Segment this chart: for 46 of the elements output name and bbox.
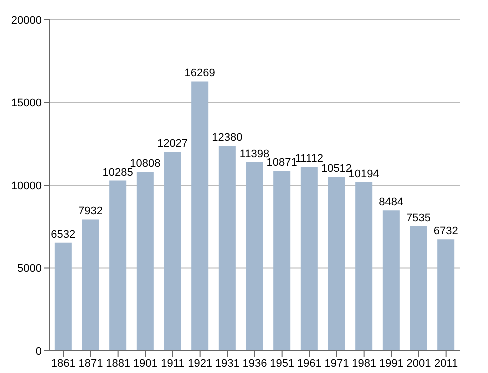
- bar: [328, 177, 346, 351]
- data-label: 8484: [379, 196, 404, 209]
- data-label: 12380: [212, 132, 243, 144]
- x-tick-label: 1911: [161, 358, 185, 370]
- x-tick-label: 1971: [324, 358, 350, 370]
- bar: [164, 152, 182, 351]
- data-label: 10512: [321, 163, 352, 176]
- bar: [82, 220, 100, 351]
- x-tick-label: 1936: [242, 358, 268, 370]
- x-tick-label: 1981: [352, 358, 377, 370]
- x-tick-label: 1901: [133, 358, 158, 370]
- x-tick-label: 1991: [379, 358, 404, 370]
- x-tick-label: 1921: [188, 358, 213, 370]
- x-tick-label: 2011: [434, 358, 458, 370]
- data-label: 16269: [184, 68, 216, 80]
- data-label: 6532: [51, 228, 76, 241]
- x-tick-label: 1931: [215, 358, 240, 370]
- x-tick-label: 1951: [270, 358, 295, 370]
- x-tick-label: 1961: [297, 358, 322, 370]
- bar: [110, 180, 127, 351]
- x-tick-label: 1861: [51, 358, 76, 370]
- data-label: 6732: [434, 226, 458, 238]
- data-label: 11112: [295, 153, 324, 166]
- bar: [218, 146, 236, 351]
- bar: [274, 171, 291, 351]
- bar: [410, 226, 428, 351]
- bar: [54, 242, 72, 351]
- y-tick-label: 10000: [11, 180, 42, 192]
- data-label: 7535: [406, 212, 431, 224]
- x-tick-label: 1871: [78, 358, 104, 370]
- y-tick-label: 15000: [11, 98, 42, 110]
- y-tick-label: 20000: [11, 14, 42, 27]
- data-label: 7932: [78, 206, 103, 218]
- bar: [356, 182, 373, 351]
- data-label: 10871: [266, 157, 298, 170]
- bar: [300, 167, 318, 351]
- y-tick-label: 5000: [18, 263, 42, 276]
- bar: [246, 162, 264, 351]
- y-tick-label: 0: [36, 346, 42, 358]
- bar: [438, 240, 455, 351]
- bar: [192, 82, 209, 351]
- x-tick-label: 1881: [106, 358, 131, 370]
- data-label: 12027: [157, 138, 188, 150]
- x-tick-label: 2001: [406, 358, 432, 370]
- bar: [136, 172, 154, 351]
- bar: [382, 210, 400, 351]
